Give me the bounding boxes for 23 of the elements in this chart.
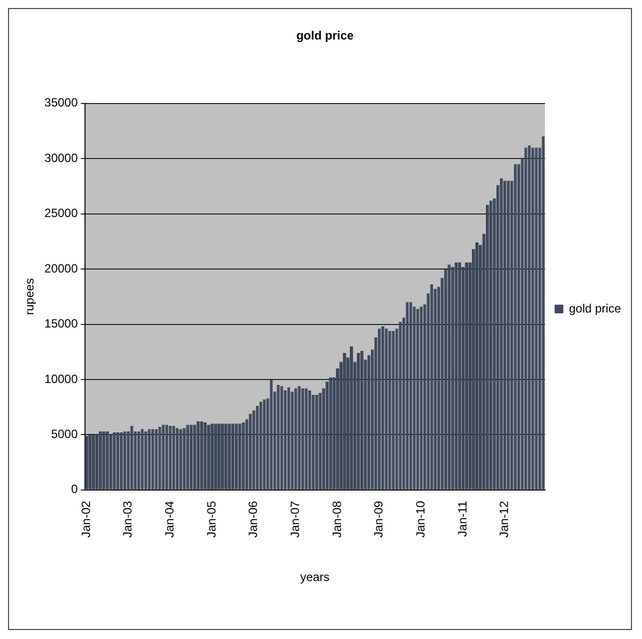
x-tick-label: Jan-04 — [162, 500, 176, 538]
y-tick-label: 15000 — [44, 316, 78, 331]
x-tick-label: Jan-12 — [497, 500, 512, 538]
x-tick-label: Jan-11 — [455, 500, 470, 537]
x-tick-label: Jan-05 — [204, 500, 218, 538]
x-tick-label: Jan-02 — [78, 500, 93, 538]
x-axis-title: years — [300, 570, 330, 584]
y-tick-label: 20000 — [44, 261, 78, 276]
y-tick-label: 0 — [71, 482, 78, 496]
legend-label: gold price — [568, 301, 622, 316]
chart-title: gold price — [296, 28, 354, 43]
y-tick-label: 25000 — [44, 206, 78, 220]
x-tick-label: Jan-06 — [246, 500, 260, 538]
y-tick-label: 5000 — [51, 427, 78, 442]
y-tick-label: 30000 — [44, 150, 78, 165]
y-tick-label: 10000 — [44, 372, 78, 386]
x-tick-label: Jan-08 — [330, 500, 344, 538]
y-axis-title: rupees — [22, 278, 37, 316]
x-tick-label: Jan-09 — [372, 500, 386, 538]
x-tick-label: Jan-07 — [288, 500, 302, 538]
x-tick-label: Jan-03 — [120, 500, 135, 538]
x-tick-label: Jan-10 — [414, 500, 428, 538]
y-tick-label: 35000 — [44, 96, 78, 110]
